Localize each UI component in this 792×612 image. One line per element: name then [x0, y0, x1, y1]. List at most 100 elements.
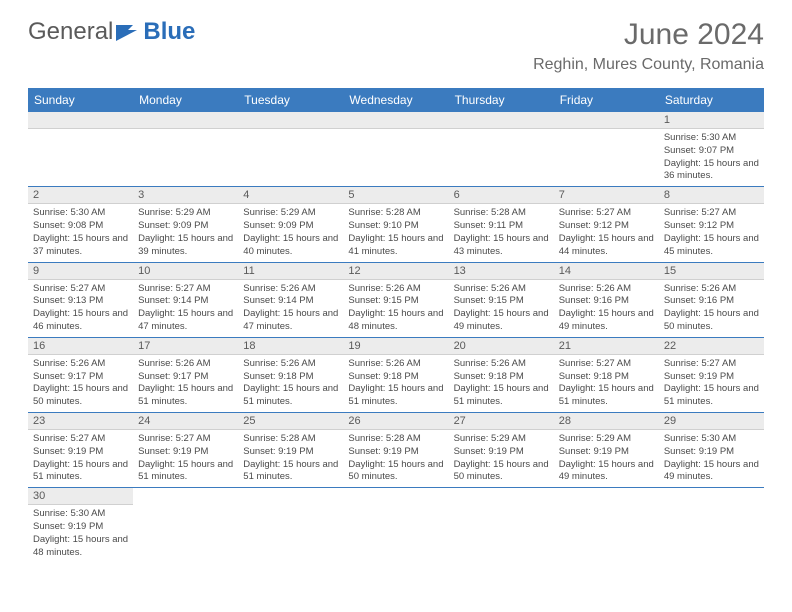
calendar-day-header: Saturday: [659, 88, 764, 112]
day-number: 6: [449, 187, 554, 204]
day-number: 11: [238, 263, 343, 280]
day-number: 23: [28, 413, 133, 430]
day-details: Sunrise: 5:27 AMSunset: 9:12 PMDaylight:…: [554, 204, 659, 261]
calendar-day-header: Monday: [133, 88, 238, 112]
calendar-cell: 3Sunrise: 5:29 AMSunset: 9:09 PMDaylight…: [133, 187, 238, 262]
calendar-cell: 11Sunrise: 5:26 AMSunset: 9:14 PMDayligh…: [238, 262, 343, 337]
day-number: 4: [238, 187, 343, 204]
calendar-cell: 12Sunrise: 5:26 AMSunset: 9:15 PMDayligh…: [343, 262, 448, 337]
calendar-cell: 2Sunrise: 5:30 AMSunset: 9:08 PMDaylight…: [28, 187, 133, 262]
empty-day-header: [554, 112, 659, 129]
day-details: Sunrise: 5:27 AMSunset: 9:14 PMDaylight:…: [133, 280, 238, 337]
calendar-week-row: 30Sunrise: 5:30 AMSunset: 9:19 PMDayligh…: [28, 488, 764, 563]
calendar-cell: 14Sunrise: 5:26 AMSunset: 9:16 PMDayligh…: [554, 262, 659, 337]
calendar-body: 1Sunrise: 5:30 AMSunset: 9:07 PMDaylight…: [28, 112, 764, 563]
day-number: 18: [238, 338, 343, 355]
day-number: 27: [449, 413, 554, 430]
calendar-cell: 25Sunrise: 5:28 AMSunset: 9:19 PMDayligh…: [238, 413, 343, 488]
day-details: Sunrise: 5:29 AMSunset: 9:19 PMDaylight:…: [554, 430, 659, 487]
calendar-cell: [238, 488, 343, 563]
day-details: Sunrise: 5:28 AMSunset: 9:19 PMDaylight:…: [238, 430, 343, 487]
calendar-cell: 17Sunrise: 5:26 AMSunset: 9:17 PMDayligh…: [133, 337, 238, 412]
calendar-cell: 6Sunrise: 5:28 AMSunset: 9:11 PMDaylight…: [449, 187, 554, 262]
day-details: Sunrise: 5:30 AMSunset: 9:07 PMDaylight:…: [659, 129, 764, 186]
calendar-cell: 18Sunrise: 5:26 AMSunset: 9:18 PMDayligh…: [238, 337, 343, 412]
day-details: Sunrise: 5:27 AMSunset: 9:19 PMDaylight:…: [133, 430, 238, 487]
day-details: Sunrise: 5:30 AMSunset: 9:19 PMDaylight:…: [28, 505, 133, 562]
calendar-cell: 19Sunrise: 5:26 AMSunset: 9:18 PMDayligh…: [343, 337, 448, 412]
day-details: Sunrise: 5:26 AMSunset: 9:18 PMDaylight:…: [449, 355, 554, 412]
calendar-cell: 23Sunrise: 5:27 AMSunset: 9:19 PMDayligh…: [28, 413, 133, 488]
calendar-week-row: 1Sunrise: 5:30 AMSunset: 9:07 PMDaylight…: [28, 112, 764, 187]
day-number: 20: [449, 338, 554, 355]
title-block: June 2024 Reghin, Mures County, Romania: [533, 18, 764, 74]
empty-day-header: [238, 112, 343, 129]
day-details: Sunrise: 5:28 AMSunset: 9:11 PMDaylight:…: [449, 204, 554, 261]
calendar-cell: 9Sunrise: 5:27 AMSunset: 9:13 PMDaylight…: [28, 262, 133, 337]
day-number: 1: [659, 112, 764, 129]
day-number: 25: [238, 413, 343, 430]
calendar-cell: [343, 112, 448, 187]
calendar-cell: 5Sunrise: 5:28 AMSunset: 9:10 PMDaylight…: [343, 187, 448, 262]
day-details: Sunrise: 5:27 AMSunset: 9:13 PMDaylight:…: [28, 280, 133, 337]
day-number: 10: [133, 263, 238, 280]
calendar-header-row: SundayMondayTuesdayWednesdayThursdayFrid…: [28, 88, 764, 112]
day-details: Sunrise: 5:27 AMSunset: 9:18 PMDaylight:…: [554, 355, 659, 412]
day-details: Sunrise: 5:27 AMSunset: 9:19 PMDaylight:…: [28, 430, 133, 487]
day-details: Sunrise: 5:26 AMSunset: 9:16 PMDaylight:…: [554, 280, 659, 337]
calendar-cell: [659, 488, 764, 563]
calendar-cell: 21Sunrise: 5:27 AMSunset: 9:18 PMDayligh…: [554, 337, 659, 412]
calendar-day-header: Wednesday: [343, 88, 448, 112]
day-number: 21: [554, 338, 659, 355]
day-details: Sunrise: 5:30 AMSunset: 9:19 PMDaylight:…: [659, 430, 764, 487]
day-details: Sunrise: 5:28 AMSunset: 9:19 PMDaylight:…: [343, 430, 448, 487]
calendar-week-row: 9Sunrise: 5:27 AMSunset: 9:13 PMDaylight…: [28, 262, 764, 337]
calendar-cell: 8Sunrise: 5:27 AMSunset: 9:12 PMDaylight…: [659, 187, 764, 262]
calendar-cell: 26Sunrise: 5:28 AMSunset: 9:19 PMDayligh…: [343, 413, 448, 488]
day-details: Sunrise: 5:26 AMSunset: 9:14 PMDaylight:…: [238, 280, 343, 337]
day-details: Sunrise: 5:29 AMSunset: 9:09 PMDaylight:…: [133, 204, 238, 261]
empty-day-header: [28, 112, 133, 129]
day-number: 5: [343, 187, 448, 204]
calendar-cell: [133, 112, 238, 187]
day-details: Sunrise: 5:26 AMSunset: 9:17 PMDaylight:…: [133, 355, 238, 412]
calendar-cell: 24Sunrise: 5:27 AMSunset: 9:19 PMDayligh…: [133, 413, 238, 488]
calendar-cell: 15Sunrise: 5:26 AMSunset: 9:16 PMDayligh…: [659, 262, 764, 337]
calendar-cell: [238, 112, 343, 187]
calendar-cell: 13Sunrise: 5:26 AMSunset: 9:15 PMDayligh…: [449, 262, 554, 337]
logo-text-general: General: [28, 18, 113, 46]
day-details: Sunrise: 5:30 AMSunset: 9:08 PMDaylight:…: [28, 204, 133, 261]
day-number: 16: [28, 338, 133, 355]
day-number: 7: [554, 187, 659, 204]
day-details: Sunrise: 5:26 AMSunset: 9:15 PMDaylight:…: [343, 280, 448, 337]
day-details: Sunrise: 5:29 AMSunset: 9:09 PMDaylight:…: [238, 204, 343, 261]
calendar-day-header: Sunday: [28, 88, 133, 112]
day-number: 13: [449, 263, 554, 280]
day-details: Sunrise: 5:26 AMSunset: 9:18 PMDaylight:…: [343, 355, 448, 412]
day-details: Sunrise: 5:26 AMSunset: 9:18 PMDaylight:…: [238, 355, 343, 412]
calendar-cell: 7Sunrise: 5:27 AMSunset: 9:12 PMDaylight…: [554, 187, 659, 262]
calendar-cell: 30Sunrise: 5:30 AMSunset: 9:19 PMDayligh…: [28, 488, 133, 563]
day-details: Sunrise: 5:26 AMSunset: 9:15 PMDaylight:…: [449, 280, 554, 337]
calendar-cell: [133, 488, 238, 563]
empty-day-header: [449, 112, 554, 129]
day-number: 2: [28, 187, 133, 204]
day-number: 17: [133, 338, 238, 355]
calendar-table: SundayMondayTuesdayWednesdayThursdayFrid…: [28, 88, 764, 563]
day-number: 3: [133, 187, 238, 204]
calendar-cell: 28Sunrise: 5:29 AMSunset: 9:19 PMDayligh…: [554, 413, 659, 488]
calendar-week-row: 23Sunrise: 5:27 AMSunset: 9:19 PMDayligh…: [28, 413, 764, 488]
day-number: 22: [659, 338, 764, 355]
calendar-day-header: Tuesday: [238, 88, 343, 112]
calendar-cell: 4Sunrise: 5:29 AMSunset: 9:09 PMDaylight…: [238, 187, 343, 262]
calendar-day-header: Thursday: [449, 88, 554, 112]
day-details: Sunrise: 5:28 AMSunset: 9:10 PMDaylight:…: [343, 204, 448, 261]
day-details: Sunrise: 5:26 AMSunset: 9:16 PMDaylight:…: [659, 280, 764, 337]
month-title: June 2024: [533, 18, 764, 52]
day-number: 24: [133, 413, 238, 430]
day-number: 26: [343, 413, 448, 430]
day-details: Sunrise: 5:29 AMSunset: 9:19 PMDaylight:…: [449, 430, 554, 487]
calendar-cell: [449, 488, 554, 563]
day-number: 8: [659, 187, 764, 204]
day-number: 19: [343, 338, 448, 355]
